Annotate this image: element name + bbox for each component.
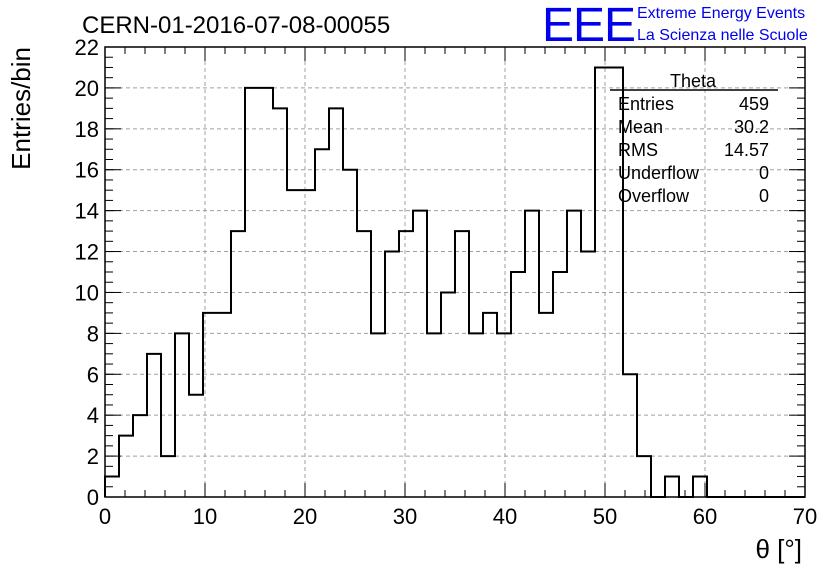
y-tick-labels: 0 2 4 6 8 10 12 14 16 18 20 22 [75,35,99,510]
x-tick-label: 70 [793,504,817,529]
histogram-bin [273,108,287,497]
eee-logo: EEE Extreme Energy Events La Scienza nel… [542,0,808,52]
histogram-bin [371,333,385,497]
stats-value: 0 [759,186,769,206]
stats-value: 459 [739,94,769,114]
x-tick-label: 60 [693,504,717,529]
histogram-bin [665,477,679,497]
histogram-bin [637,456,651,497]
histogram-bin [287,190,301,497]
y-tick-label: 6 [87,362,99,387]
histogram-bin [217,313,231,497]
chart-title: CERN-01-2016-07-08-00055 [82,12,390,39]
histogram-bin [357,231,371,497]
histogram-bin [483,313,497,497]
logo-mark: EEE [542,0,635,52]
histogram-bin [133,415,147,497]
stats-name: Theta [670,71,717,91]
x-tick-label: 10 [193,504,217,529]
histogram-bin [539,313,553,497]
histogram-bin [413,211,427,497]
stats-value: 30.2 [734,117,769,137]
histogram-bin [441,292,455,497]
histogram-bin [399,231,413,497]
y-tick-label: 14 [75,199,99,224]
histogram-outline [104,66,805,498]
logo-line-1: Extreme Energy Events [637,5,805,22]
histogram-bin [259,88,273,497]
x-axis-title: θ [°] [755,534,802,564]
x-tick-label: 50 [593,504,617,529]
y-tick-label: 8 [87,321,99,346]
grid-lines [105,47,805,497]
histogram-bin [203,313,217,497]
histogram-bin [427,333,441,497]
y-tick-label: 4 [87,403,99,428]
histogram-bin [553,272,567,497]
histogram-bin [693,477,707,497]
y-axis-title: Entries/bin [6,47,36,170]
histogram-bin [497,333,511,497]
y-tick-label: 18 [75,117,99,142]
histogram-bin [105,477,119,497]
stats-label: RMS [618,140,658,160]
y-tick-label: 16 [75,158,99,183]
stats-label: Underflow [618,163,700,183]
y-tick-label: 10 [75,280,99,305]
histogram-bin [147,354,161,497]
stats-value: 14.57 [724,140,769,160]
histogram-bin [567,211,581,497]
x-tick-labels: 0 10 20 30 40 50 60 70 [99,504,817,529]
stats-label: Entries [618,94,674,114]
histogram-bin [175,333,189,497]
histogram-bin [525,211,539,497]
histogram-bin [189,395,203,497]
histogram-bin [161,456,175,497]
histogram-bin [301,190,315,497]
histogram-bin [245,88,259,497]
histogram-bin [455,231,469,497]
stats-label: Overflow [618,186,690,206]
x-tick-label: 0 [99,504,111,529]
x-tick-label: 30 [393,504,417,529]
stats-rows: Entries 459 Mean 30.2 RMS 14.57 Underflow 0 Over… [618,94,769,206]
histogram-bin [469,333,483,497]
stats-box: Theta Entries 459 Mean 30.2 RMS 14.57 Underflo… [610,71,778,206]
histogram-bin [511,272,525,497]
y-tick-label: 0 [87,485,99,510]
y-tick-label: 12 [75,240,99,265]
y-tick-label: 2 [87,444,99,469]
histogram-bin [343,170,357,497]
histogram-bin [315,149,329,497]
x-tick-label: 40 [493,504,517,529]
histogram-bin [581,252,595,497]
logo-line-2: La Scienza nelle Scuole [637,27,808,44]
histogram-bin [119,436,133,497]
histogram-bin [231,231,245,497]
stats-value: 0 [759,163,769,183]
histogram-bin [329,108,343,497]
stats-label: Mean [618,117,663,137]
histogram-bins [105,67,707,497]
histogram-bin [623,374,637,497]
histogram-bin [385,252,399,497]
histogram-bin [595,67,609,497]
x-tick-label: 20 [293,504,317,529]
y-tick-label: 22 [75,35,99,60]
y-tick-label: 20 [75,76,99,101]
